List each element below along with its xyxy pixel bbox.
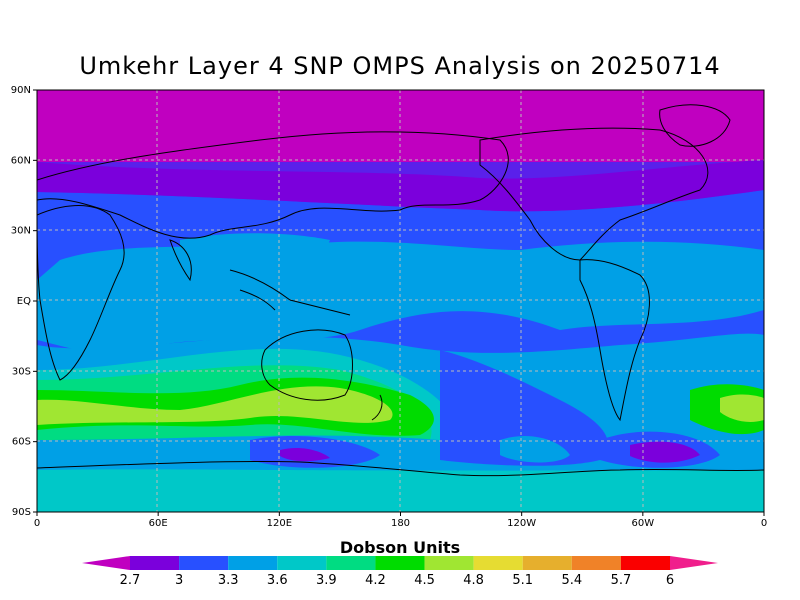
colorbar-level-label: 3.6 (267, 573, 288, 588)
lon-label: 180 (391, 518, 410, 529)
colorbar-swatch (277, 556, 327, 570)
longitude-axis: 0 60E 120E 180 120W 60W 0 (34, 512, 767, 529)
colorbar-level-label: 3.9 (316, 573, 337, 588)
lat-label: 90N (11, 85, 31, 96)
colorbar-level-label: 4.8 (463, 573, 484, 588)
lat-label: 60S (12, 437, 31, 448)
lon-label: 120E (267, 518, 292, 529)
colorbar-swatch (130, 556, 180, 570)
colorbar-level-label: 2.7 (120, 573, 141, 588)
colorbar-swatch (424, 556, 474, 570)
colorbar-level-label: 4.2 (365, 573, 386, 588)
colorbar-swatch (326, 556, 376, 570)
colorbar-level-label: 5.4 (561, 573, 582, 588)
colorbar-swatch (473, 556, 523, 570)
coastlines (37, 104, 764, 477)
colorbar-swatch (522, 556, 572, 570)
colorbar-level-label: 6 (666, 573, 674, 588)
lon-label: 0 (761, 518, 767, 529)
map-title: Umkehr Layer 4 SNP OMPS Analysis on 2025… (79, 52, 721, 80)
lat-label: EQ (17, 296, 31, 307)
lat-label: 30S (12, 366, 31, 377)
graticule (37, 90, 764, 512)
colorbar-level-label: 5.7 (611, 573, 632, 588)
colorbar-level-label: 3 (175, 573, 183, 588)
colorbar-swatch (375, 556, 425, 570)
colorbar-swatch (228, 556, 278, 570)
colorbar-swatch (571, 556, 621, 570)
lon-label: 60W (632, 518, 655, 529)
colorbar-arrow-high (670, 556, 718, 570)
lon-label: 120W (507, 518, 536, 529)
colorbar-swatch (179, 556, 229, 570)
colorbar-swatch (620, 556, 670, 570)
lat-label: 60N (11, 155, 31, 166)
lat-label: 30N (11, 226, 31, 237)
ozone-field (37, 90, 764, 512)
latitude-axis: 90N 60N 30N EQ 30S 60S 90S (11, 85, 37, 518)
colorbar-level-label: 4.5 (414, 573, 435, 588)
colorbar-level-label: 3.3 (218, 573, 239, 588)
lon-label: 0 (34, 518, 40, 529)
colorbar-level-label: 5.1 (512, 573, 533, 588)
colorbar-arrow-low (82, 556, 130, 570)
field-tropical (37, 241, 764, 354)
lon-label: 60E (149, 518, 168, 529)
colorbar-title: Dobson Units (340, 538, 460, 557)
colorbar: 2.7 3 3.3 3.6 3.9 4.2 4.5 4.8 5.1 5.4 5.7 6 (82, 556, 718, 588)
lat-label: 90S (12, 507, 31, 518)
